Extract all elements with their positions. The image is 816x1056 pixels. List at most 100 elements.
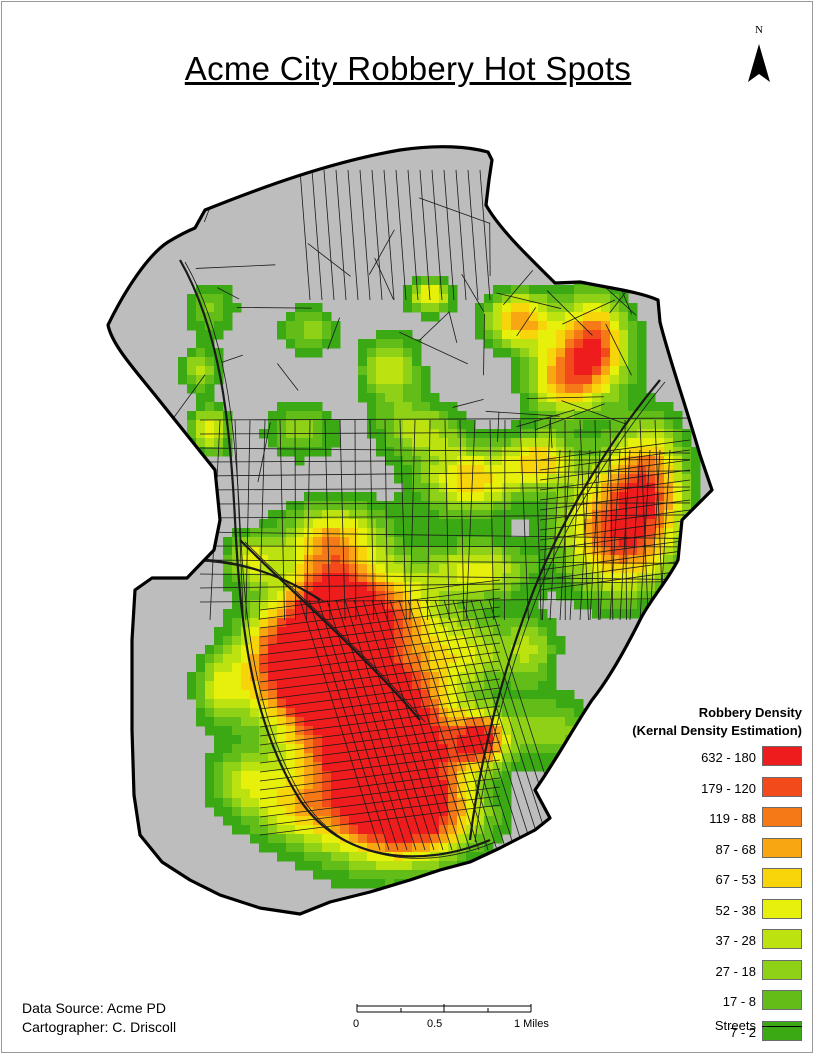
density-cell (547, 735, 557, 745)
density-cell (340, 510, 350, 520)
density-cell (349, 636, 359, 646)
density-cell (430, 474, 440, 484)
density-cell (286, 708, 296, 718)
density-cell (403, 807, 413, 817)
density-cell (601, 438, 611, 448)
density-cell (196, 663, 206, 673)
density-cell (493, 618, 503, 628)
density-cell (565, 312, 575, 322)
density-cell (376, 636, 386, 646)
density-cell (313, 753, 323, 763)
density-cell (556, 501, 566, 511)
density-cell (655, 501, 665, 511)
density-cell (601, 384, 611, 394)
density-cell (349, 699, 359, 709)
density-cell (502, 627, 512, 637)
density-cell (556, 285, 566, 295)
density-cell (502, 510, 512, 520)
density-cell (628, 537, 638, 547)
density-cell (619, 429, 629, 439)
density-cell (403, 474, 413, 484)
density-cell (223, 294, 233, 304)
density-cell (412, 411, 422, 421)
density-cell (457, 627, 467, 637)
density-cell (232, 717, 242, 727)
density-cell (619, 321, 629, 331)
density-cell (394, 438, 404, 448)
density-cell (421, 591, 431, 601)
density-cell (331, 672, 341, 682)
density-cell (430, 465, 440, 475)
density-cell (475, 726, 485, 736)
density-cell (475, 573, 485, 583)
street-segment (534, 419, 542, 621)
density-cell (511, 429, 521, 439)
street-network (139, 169, 691, 859)
density-cell (556, 645, 566, 655)
density-cell (430, 285, 440, 295)
street-segment (427, 419, 431, 621)
density-cell (538, 492, 548, 502)
density-cell (376, 438, 386, 448)
density-cell (286, 609, 296, 619)
density-cell (619, 438, 629, 448)
street-segment (549, 416, 553, 449)
density-cell (304, 681, 314, 691)
density-cell (466, 636, 476, 646)
density-cell (538, 348, 548, 358)
density-cell (682, 492, 692, 502)
density-cell (331, 780, 341, 790)
density-cell (205, 447, 215, 457)
density-cell (241, 771, 251, 781)
density-cell (619, 393, 629, 403)
density-cell (538, 375, 548, 385)
density-cell (421, 726, 431, 736)
density-cell (313, 411, 323, 421)
density-cell (520, 627, 530, 637)
density-cell (538, 285, 548, 295)
density-cell (214, 420, 224, 430)
density-cell (196, 690, 206, 700)
density-cell (394, 654, 404, 664)
density-cell (412, 465, 422, 475)
density-cell (250, 699, 260, 709)
density-cell (295, 834, 305, 844)
density-cell (367, 420, 377, 430)
density-cell (475, 681, 485, 691)
density-cell (457, 825, 467, 835)
density-cell (241, 618, 251, 628)
density-cell (385, 429, 395, 439)
density-cell (385, 789, 395, 799)
density-cell (304, 321, 314, 331)
density-cell (547, 465, 557, 475)
density-cell (448, 582, 458, 592)
street-segment (327, 317, 341, 350)
density-cell (610, 510, 620, 520)
density-cell (376, 861, 386, 871)
density-cell (547, 501, 557, 511)
density-cell (232, 303, 242, 313)
density-cell (529, 456, 539, 466)
street-segment (339, 419, 346, 621)
density-cell (556, 384, 566, 394)
density-cell (502, 285, 512, 295)
density-cell (376, 339, 386, 349)
density-cell (403, 420, 413, 430)
density-cell (214, 744, 224, 754)
density-cell (187, 321, 197, 331)
density-cell (547, 510, 557, 520)
density-cell (250, 672, 260, 682)
density-cell (394, 573, 404, 583)
density-cell (502, 312, 512, 322)
density-cell (547, 654, 557, 664)
density-cell (421, 528, 431, 538)
street-segment (217, 287, 240, 300)
density-cell (358, 564, 368, 574)
density-cell (376, 429, 386, 439)
density-cell (232, 798, 242, 808)
density-cell (691, 492, 701, 502)
density-cell (340, 501, 350, 511)
density-cell (385, 501, 395, 511)
density-cell (475, 312, 485, 322)
